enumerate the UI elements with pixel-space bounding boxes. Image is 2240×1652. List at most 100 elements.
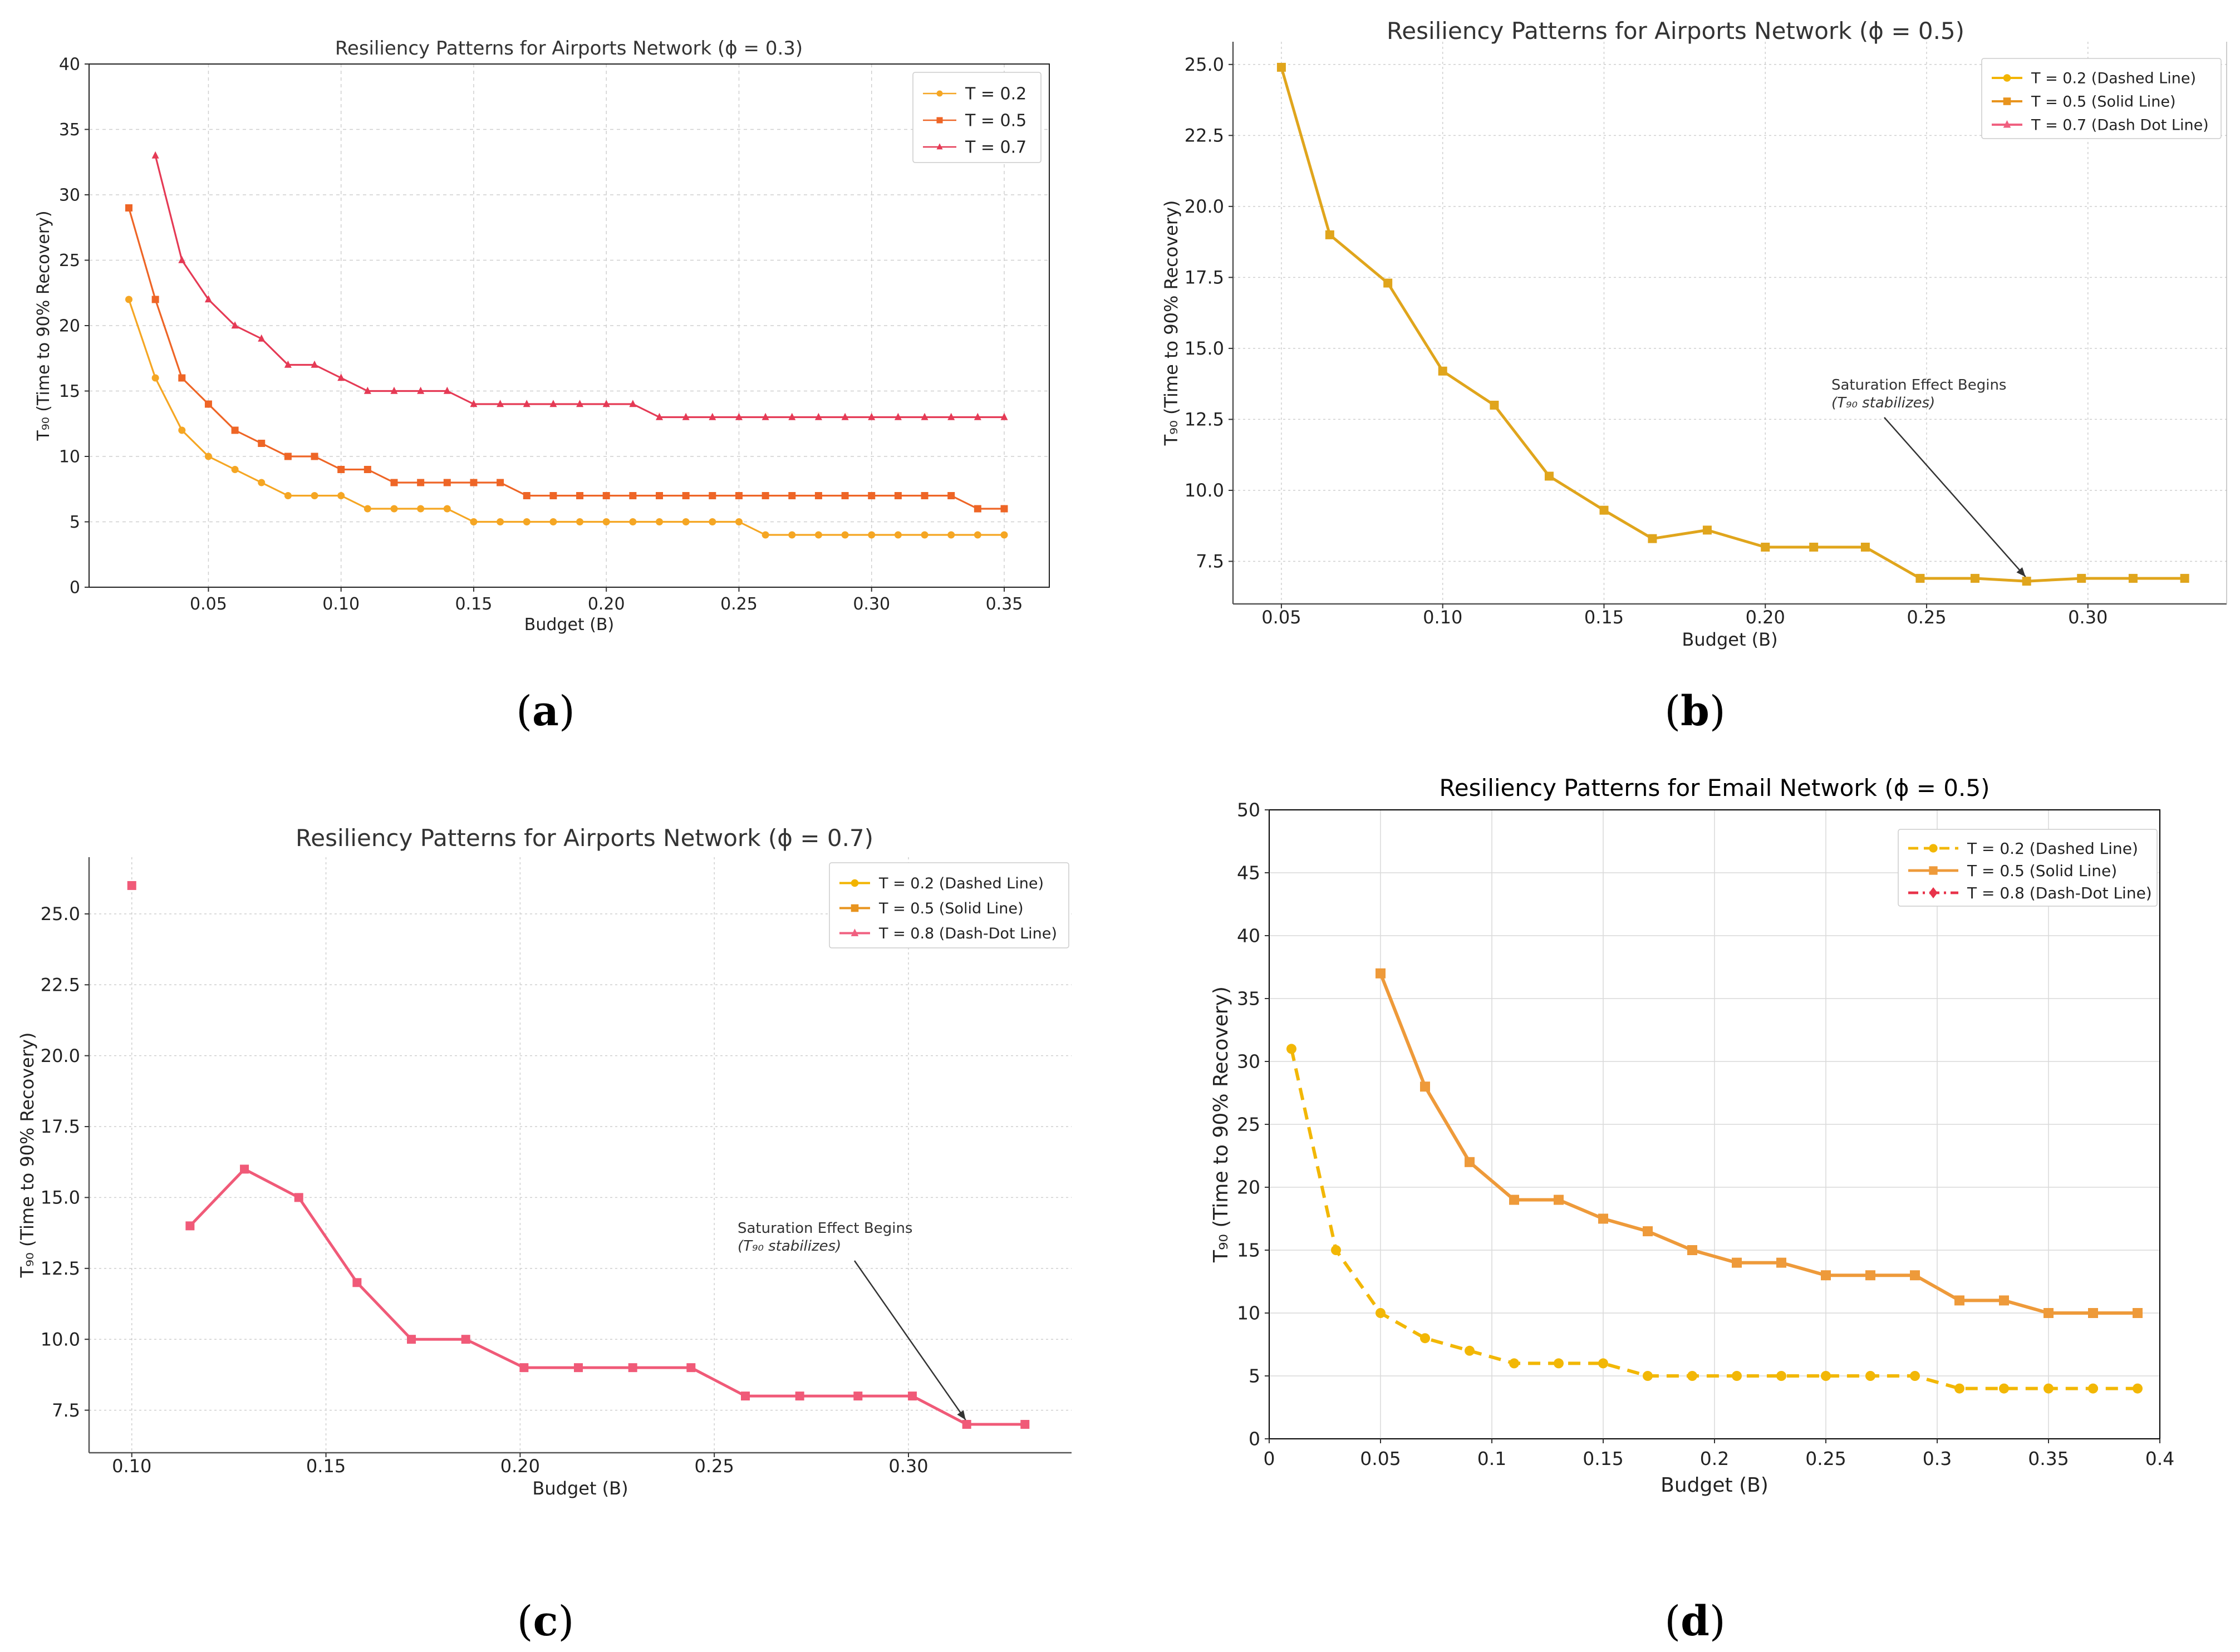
y-tick-label: 12.5 xyxy=(1185,409,1224,430)
data-point xyxy=(947,412,955,420)
y-axis-label: T₉₀ (Time to 90% Recovery) xyxy=(1210,986,1232,1263)
x-tick-label: 0.30 xyxy=(888,1456,928,1477)
legend-swatch-marker xyxy=(851,928,859,936)
data-point xyxy=(311,492,318,499)
data-point xyxy=(1860,542,1870,552)
data-point xyxy=(962,1420,971,1429)
legend-label: T = 0.8 (Dash-Dot Line) xyxy=(878,925,1057,942)
x-tick-label: 0 xyxy=(1264,1448,1275,1469)
data-point xyxy=(2133,1308,2143,1318)
data-point xyxy=(656,412,664,420)
data-point xyxy=(1776,1257,1786,1268)
data-point xyxy=(868,531,876,539)
x-tick-label: 0.30 xyxy=(853,594,890,614)
y-tick-label: 10 xyxy=(1237,1302,1260,1324)
data-point xyxy=(709,518,716,525)
annotation-arrowhead xyxy=(2016,567,2026,577)
data-point xyxy=(947,531,955,539)
x-tick-label: 0.10 xyxy=(1423,607,1462,628)
y-tick-label: 7.5 xyxy=(52,1400,80,1421)
data-point xyxy=(1286,1044,1296,1054)
data-point xyxy=(127,881,136,890)
data-point xyxy=(1761,542,1770,552)
x-tick-label: 0.20 xyxy=(588,594,625,614)
legend-swatch-marker xyxy=(2003,120,2011,128)
legend-label: T = 0.2 (Dashed Line) xyxy=(2031,70,2196,87)
data-point xyxy=(2088,1308,2098,1318)
data-point xyxy=(1509,1194,1519,1205)
x-tick-label: 0.35 xyxy=(2028,1448,2069,1469)
legend-swatch-marker xyxy=(2003,97,2011,105)
data-point xyxy=(151,374,159,382)
data-point xyxy=(576,518,584,525)
data-point xyxy=(549,492,557,499)
x-tick-label: 0.25 xyxy=(1907,607,1946,628)
data-point xyxy=(1687,1245,1697,1255)
y-tick-label: 20.0 xyxy=(1185,196,1224,217)
data-point xyxy=(497,518,504,525)
data-point xyxy=(204,295,212,303)
data-point xyxy=(519,1363,529,1373)
data-point xyxy=(1702,525,1712,535)
data-point xyxy=(795,1392,804,1401)
caption-b: (b) xyxy=(1664,687,1726,735)
x-axis-label: Budget (B) xyxy=(1661,1474,1769,1497)
legend-box xyxy=(1898,829,2158,907)
y-tick-label: 50 xyxy=(1237,799,1260,821)
legend-label: T = 0.5 (Solid Line) xyxy=(1967,862,2117,880)
y-tick-label: 12.5 xyxy=(41,1258,80,1279)
x-tick-label: 0.05 xyxy=(1261,607,1301,628)
legend: T = 0.2 T = 0.5 T = 0.7 xyxy=(912,72,1042,163)
data-point xyxy=(682,492,690,499)
data-point xyxy=(841,531,849,539)
data-point xyxy=(549,400,557,407)
data-point xyxy=(390,505,398,513)
data-point xyxy=(417,479,425,486)
data-point xyxy=(258,440,266,447)
series-group xyxy=(125,151,1008,539)
y-tick-label: 10 xyxy=(59,448,80,467)
x-tick-label: 0.15 xyxy=(1584,607,1624,628)
data-point xyxy=(1465,1345,1475,1356)
y-tick-label: 35 xyxy=(1237,988,1260,1010)
series-line xyxy=(127,208,1004,510)
y-tick-label: 25 xyxy=(59,251,80,271)
data-point xyxy=(602,518,610,525)
x-tick-label: 0.15 xyxy=(455,594,493,614)
data-point xyxy=(868,412,876,420)
y-tick-label: 25.0 xyxy=(41,903,80,925)
x-tick-label: 0.15 xyxy=(306,1456,346,1477)
legend: T = 0.2 (Dashed Line) T = 0.5 (Solid Line… xyxy=(829,862,1069,948)
data-point xyxy=(407,1335,416,1344)
data-point xyxy=(443,386,451,394)
ticks: 0.05 0.10 0.15 0.20 0.25 0.30 0.35 0 5 10 15 20 25 30… xyxy=(59,55,1023,614)
legend-label: T = 0.7 xyxy=(965,138,1026,158)
legend-swatch-marker xyxy=(851,904,859,912)
chart-title: Resiliency Patterns for Airports Network… xyxy=(296,824,873,852)
chart-title: Resiliency Patterns for Airports Network… xyxy=(1387,17,1964,45)
data-point xyxy=(629,400,637,407)
data-point xyxy=(443,479,451,486)
data-point xyxy=(709,492,716,499)
y-tick-label: 10.0 xyxy=(1185,480,1224,501)
y-tick-label: 20 xyxy=(59,317,80,336)
data-point xyxy=(1821,1371,1831,1381)
data-point xyxy=(523,400,530,407)
legend-swatch-marker xyxy=(1929,866,1938,875)
chart-d: Resiliency Patterns for Email Network (ϕ… xyxy=(1210,774,2174,1497)
y-tick-label: 15.0 xyxy=(41,1187,80,1208)
data-point xyxy=(470,400,478,407)
data-point xyxy=(523,492,530,499)
data-point xyxy=(1970,574,1979,583)
data-point xyxy=(853,1392,863,1401)
data-point xyxy=(185,1221,195,1231)
x-axis-label: Budget (B) xyxy=(532,1478,628,1499)
chart-c: Resiliency Patterns for Airports Network… xyxy=(17,824,1072,1499)
y-tick-label: 45 xyxy=(1237,862,1260,884)
y-tick-label: 17.5 xyxy=(1185,267,1224,288)
data-point xyxy=(1598,1358,1608,1369)
data-point xyxy=(1554,1194,1564,1205)
y-tick-label: 40 xyxy=(59,55,80,75)
legend-box xyxy=(912,72,1042,163)
y-tick-label: 30 xyxy=(59,186,80,205)
